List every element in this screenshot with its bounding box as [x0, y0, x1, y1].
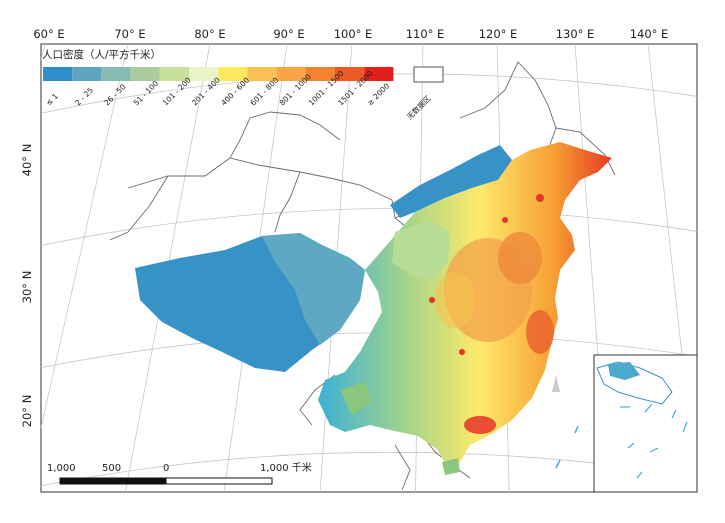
- legend-title: 人口密度（人/平方千米）: [42, 48, 161, 61]
- longitude-label: 130° E: [556, 27, 595, 41]
- scale-tick-1000-left: 1,000: [47, 463, 76, 474]
- longitude-label: 60° E: [33, 27, 64, 41]
- legend-swatch: [305, 67, 335, 81]
- populated-region: [318, 142, 612, 475]
- longitude-label: 70° E: [114, 27, 145, 41]
- legend-swatch: [189, 67, 219, 81]
- legend-swatch: [218, 67, 248, 81]
- no-data-swatch: [413, 66, 444, 83]
- legend-swatch: [364, 67, 394, 81]
- legend-swatch: [130, 67, 160, 81]
- scale-tick-1000-right: 1,000 千米: [260, 461, 312, 474]
- scale-tick-500: 500: [102, 463, 121, 474]
- legend-swatch: [247, 67, 277, 81]
- legend-swatch: [159, 67, 189, 81]
- scale-bar: 1,000 500 0 1,000 千米: [47, 461, 312, 485]
- offshore-dashes: [555, 425, 579, 469]
- longitude-label: 120° E: [479, 27, 518, 41]
- scale-tick-0: 0: [163, 463, 169, 474]
- legend-swatch: [335, 67, 365, 81]
- inset-map: [593, 354, 697, 492]
- longitude-labels: 60° E 70° E 80° E 90° E 100° E 110° E 120° E 13…: [33, 27, 668, 41]
- longitude-label: 80° E: [194, 27, 225, 41]
- legend-swatch: [276, 67, 306, 81]
- low-density-region: [135, 145, 512, 372]
- longitude-label: 140° E: [630, 27, 669, 41]
- longitude-label: 90° E: [273, 27, 304, 41]
- latitude-labels: 40° N 30° N 20° N: [20, 144, 34, 428]
- longitude-label: 100° E: [334, 27, 373, 41]
- latitude-label: 20° N: [20, 395, 34, 428]
- longitude-label: 110° E: [406, 27, 445, 41]
- legend-swatch: [101, 67, 131, 81]
- legend-swatch: [43, 67, 73, 81]
- latitude-label: 40° N: [20, 144, 34, 177]
- legend-swatches: [43, 67, 394, 81]
- legend-swatch: [72, 67, 102, 81]
- latitude-label: 30° N: [20, 271, 34, 304]
